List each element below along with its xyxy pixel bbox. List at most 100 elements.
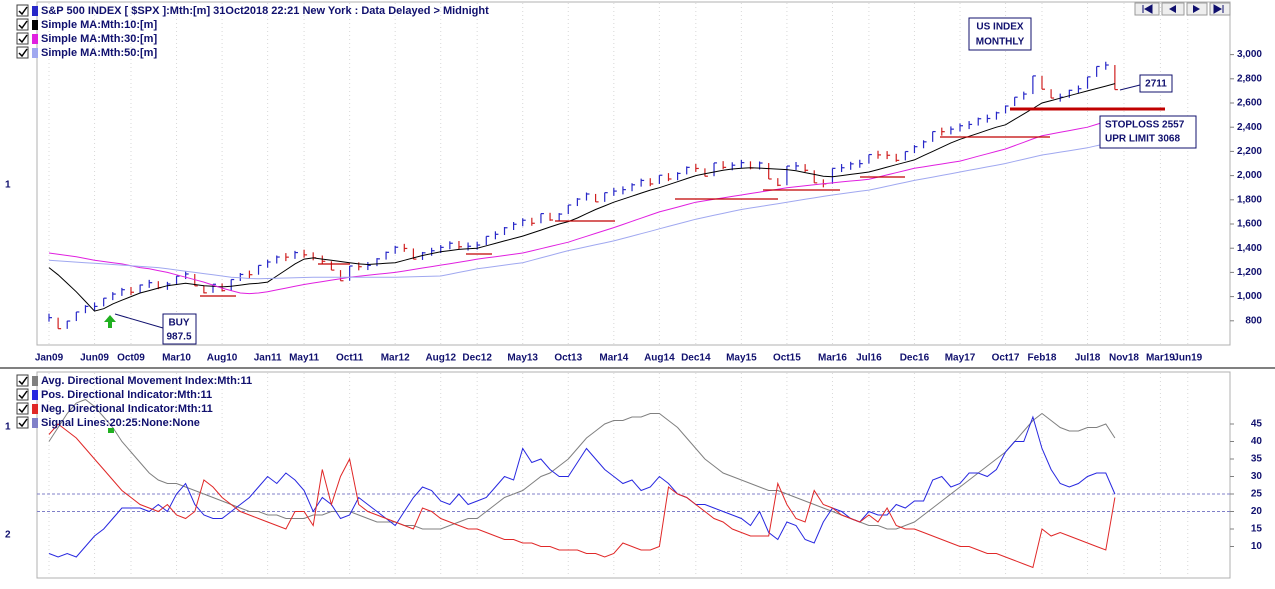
x-tick-label: Jul18 (1075, 353, 1101, 364)
x-tick-label: Mar19 (1146, 353, 1175, 364)
panel-label: 2 (5, 530, 11, 541)
icon (1193, 5, 1200, 13)
icon (1142, 4, 1153, 14)
legend-checkbox (16, 46, 29, 59)
y-tick-label: 25 (1251, 489, 1263, 500)
legend-check (18, 418, 28, 428)
legend-checkbox (16, 32, 29, 45)
y-tick-label: 40 (1251, 436, 1263, 447)
x-tick-label: Nov18 (1109, 353, 1139, 364)
annotation-box (968, 17, 1032, 51)
annotation-last: 2711 (1119, 74, 1173, 93)
buy-marker (108, 428, 114, 433)
legend-check (18, 20, 28, 30)
grid-layer: 800 1,000 1,200 1,400 1,600 1,800 2,000 2,200 2,… (35, 3, 1263, 578)
x-tick-label: Oct09 (117, 353, 145, 364)
marks-layer (48, 61, 1118, 569)
annotation-box (162, 313, 197, 345)
y-tick-label: 1,200 (1237, 267, 1262, 278)
legend-checkbox (16, 402, 29, 415)
legend-swatch (32, 404, 38, 414)
legend-swatch (32, 418, 38, 428)
legend-label: Signal Lines:20:25:None:None (41, 417, 200, 429)
annotation-buy: BUY 987.5 (104, 313, 197, 433)
legend-checkbox (16, 416, 29, 429)
y-tick-label: 35 (1251, 454, 1263, 465)
annotation-text: MONTHLY (976, 37, 1025, 48)
legend-checkbox (16, 18, 29, 31)
x-tick-label: Feb18 (1028, 353, 1057, 364)
x-tick-label: Jun09 (80, 353, 109, 364)
legend-swatch (32, 390, 38, 400)
y-tick-label: 1,800 (1237, 194, 1262, 205)
legend-label: Neg. Directional Indicator:Mth:11 (41, 403, 213, 415)
legend-swatch (32, 34, 38, 44)
legend-layer: S&P 500 INDEX [ $SPX ]:Mth:[m] 31Oct2018… (16, 4, 489, 429)
annotation-stoploss: STOPLOSS 2557 UPR LIMIT 3068 (1099, 115, 1197, 149)
legend-swatch (32, 48, 38, 58)
legend-check (18, 34, 28, 44)
legend-label: Simple MA:Mth:10:[m] (41, 19, 157, 31)
x-tick-label: Mar14 (599, 353, 628, 364)
legend-check (18, 390, 28, 400)
y-tick-label: 20 (1251, 506, 1263, 517)
y-tick-label: 1,400 (1237, 243, 1262, 254)
legend-label: S&P 500 INDEX [ $SPX ]:Mth:[m] 31Oct2018… (41, 5, 489, 17)
x-tick-label: Aug12 (425, 353, 456, 364)
icon (1213, 4, 1224, 14)
series-line (48, 83, 1116, 312)
x-tick-label: Jan09 (35, 353, 64, 364)
series-line (48, 398, 1116, 530)
x-tick-label: Oct11 (336, 353, 364, 364)
y-tick-label: 2,000 (1237, 170, 1262, 181)
x-tick-label: Mar10 (162, 353, 191, 364)
x-tick-label: Dec16 (900, 353, 930, 364)
y-tick-label: 800 (1245, 315, 1262, 326)
y-tick-label: 10 (1251, 541, 1263, 552)
legend-swatch (32, 376, 38, 386)
annotation-pointer (1119, 84, 1141, 91)
y-tick-label: 2,200 (1237, 146, 1262, 157)
annotation-text: BUY (168, 318, 189, 329)
x-tick-label: May15 (726, 353, 757, 364)
series-line (48, 415, 1116, 558)
annotation-text: 987.5 (166, 332, 191, 343)
legend-checkbox (16, 374, 29, 387)
y-tick-label: 15 (1251, 524, 1263, 535)
legend-label: Pos. Directional Indicator:Mth:11 (41, 389, 212, 401)
legend-swatch (32, 20, 38, 30)
y-tick-label: 30 (1251, 471, 1263, 482)
x-tick-label: Jan11 (254, 353, 282, 364)
x-tick-label: Mar12 (381, 353, 410, 364)
support-lines (200, 107, 1165, 297)
legend-label: Simple MA:Mth:30:[m] (41, 33, 157, 45)
x-tick-label: May13 (507, 353, 538, 364)
y-tick-label: 3,000 (1237, 49, 1262, 60)
x-tick-label: Jun19 (1173, 353, 1202, 364)
annotation-text: 2711 (1145, 79, 1167, 90)
legend-label: Simple MA:Mth:50:[m] (41, 47, 157, 59)
legend-checkbox (16, 388, 29, 401)
x-tick-label: Dec14 (681, 353, 711, 364)
legend-swatch (32, 6, 38, 16)
annotation-text: US INDEX (976, 22, 1024, 33)
legend-check (18, 6, 28, 16)
x-tick-label: Aug10 (207, 353, 238, 364)
x-tick-label: Oct15 (773, 353, 801, 364)
series-line (48, 118, 1116, 295)
panel-label: 1 (5, 422, 11, 433)
y-tick-label: 45 (1251, 419, 1263, 430)
legend-label: Avg. Directional Movement Index:Mth:11 (41, 375, 252, 387)
series-line (48, 141, 1116, 280)
panel-label: 1 (5, 180, 11, 191)
legend-check (18, 48, 28, 58)
buy-arrow (104, 315, 116, 328)
indicator-panel-frame (36, 371, 1231, 579)
annotation-text: STOPLOSS 2557 (1105, 120, 1185, 131)
x-tick-label: May11 (289, 353, 319, 364)
x-tick-label: Dec12 (462, 353, 492, 364)
x-tick-label: Jul16 (856, 353, 882, 364)
y-tick-label: 1,600 (1237, 219, 1262, 230)
